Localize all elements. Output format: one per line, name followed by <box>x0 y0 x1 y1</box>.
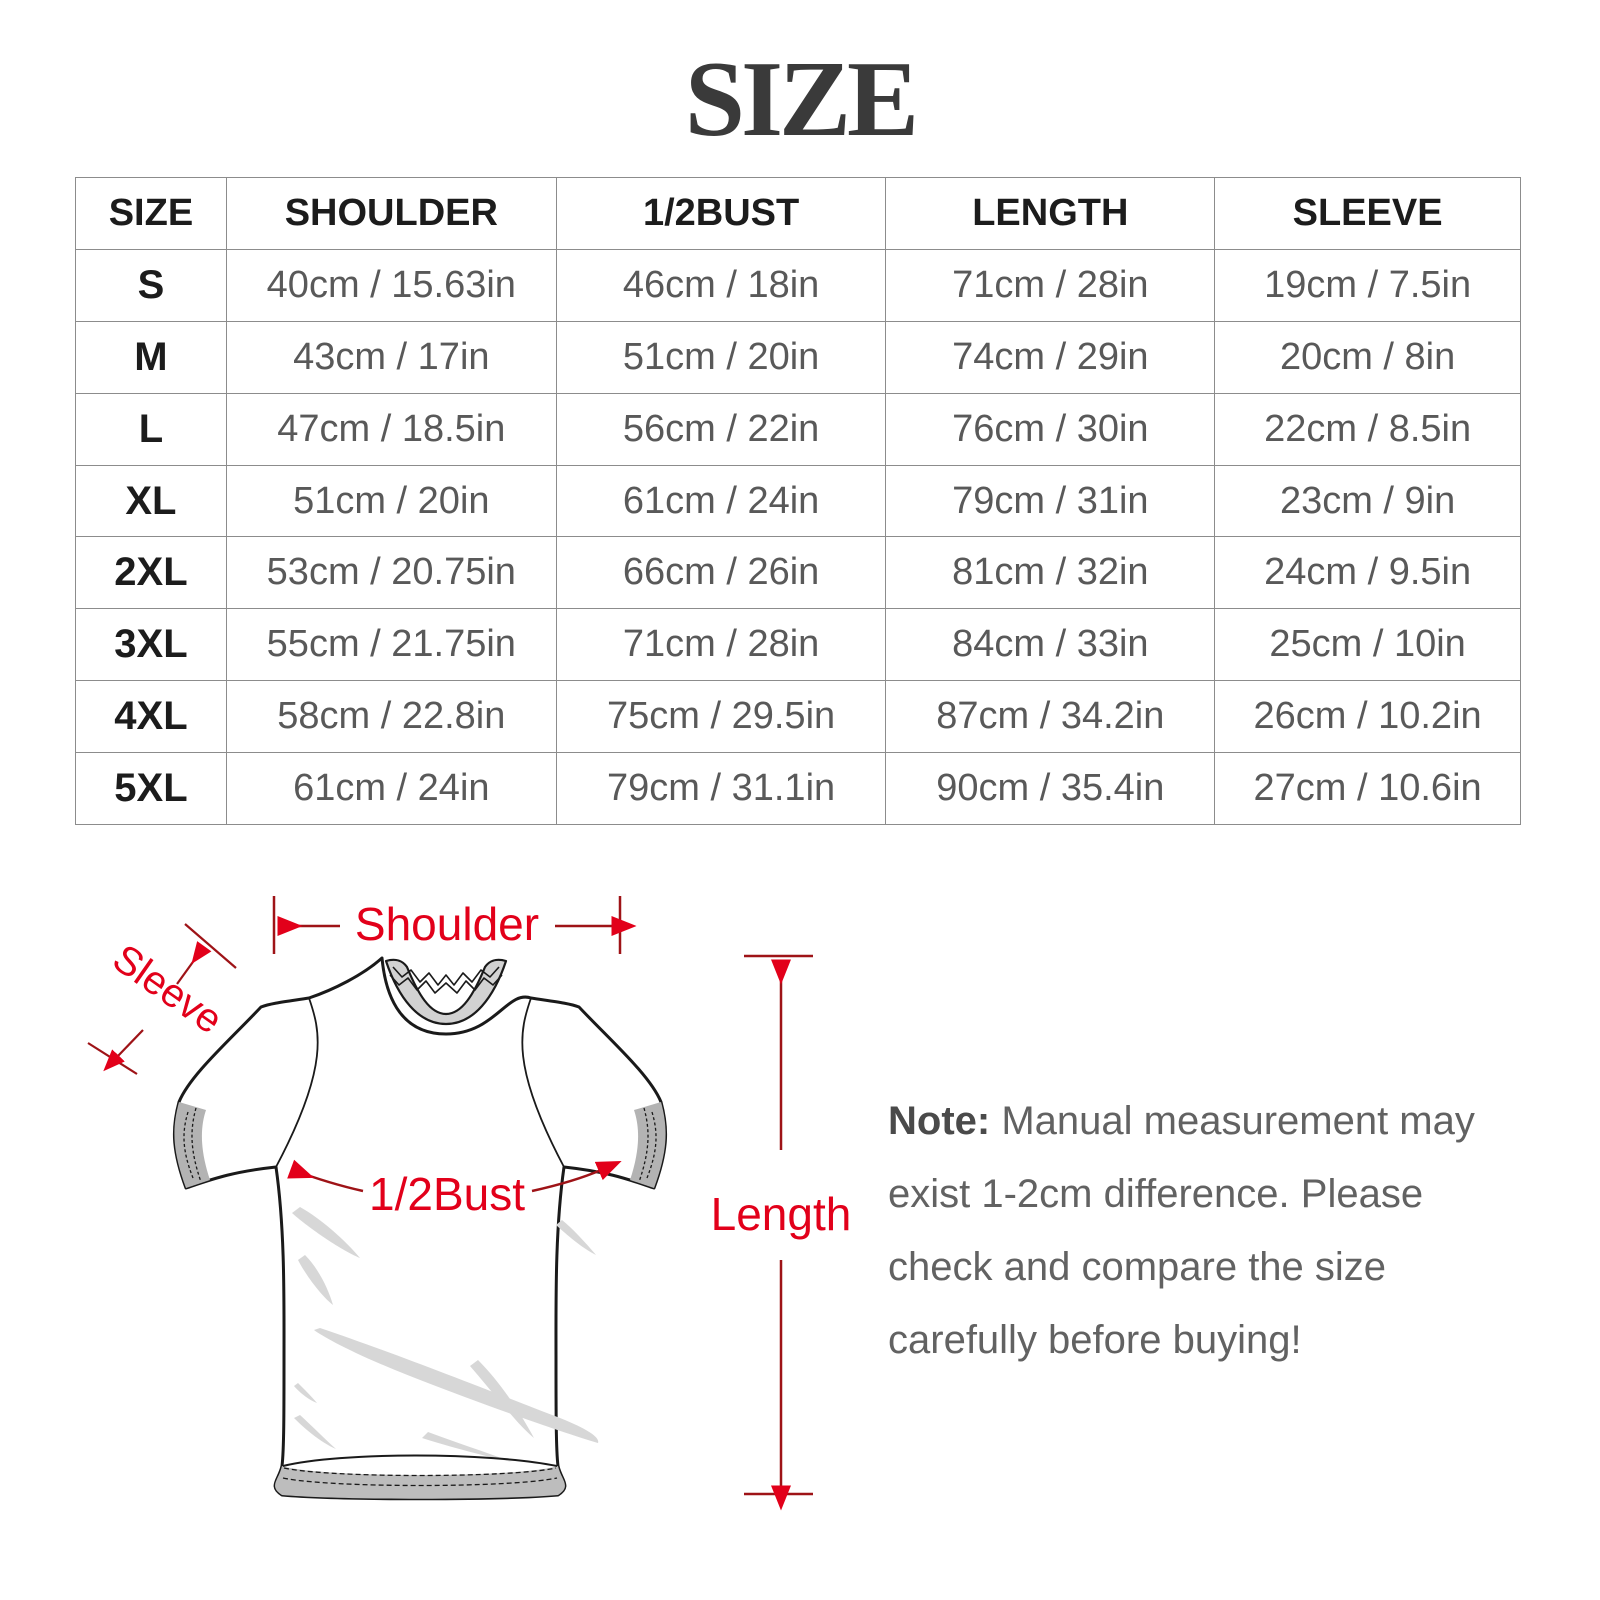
svg-text:Length: Length <box>711 1188 852 1240</box>
svg-text:Sleeve: Sleeve <box>105 936 230 1042</box>
svg-text:Shoulder: Shoulder <box>355 898 539 950</box>
svg-text:1/2Bust: 1/2Bust <box>369 1168 525 1220</box>
